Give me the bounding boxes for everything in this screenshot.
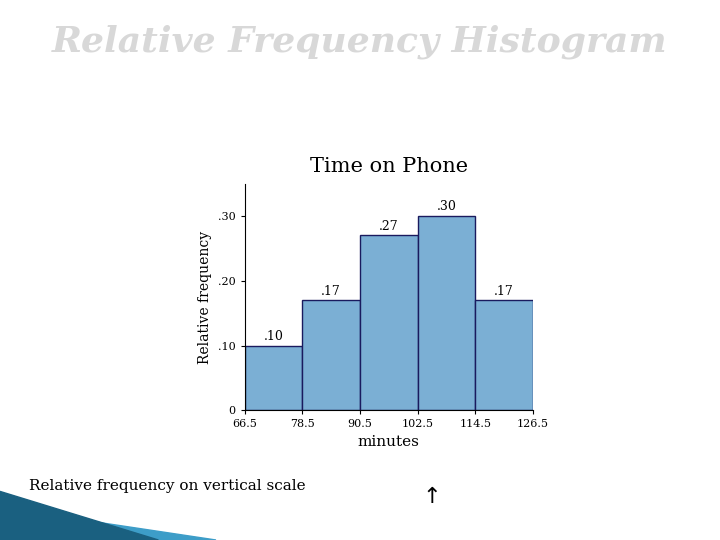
Title: Time on Phone: Time on Phone (310, 158, 468, 177)
Text: Relative Frequency Histogram: Relative Frequency Histogram (52, 24, 668, 59)
Text: .30: .30 (436, 200, 456, 213)
Bar (475, 300, 533, 410)
Text: ↑: ↑ (423, 487, 441, 507)
Bar (360, 235, 418, 410)
X-axis label: minutes: minutes (358, 435, 420, 449)
Bar (302, 300, 360, 410)
Text: .10: .10 (264, 330, 284, 343)
Bar (418, 216, 475, 410)
Text: .17: .17 (321, 285, 341, 298)
Text: .27: .27 (379, 220, 399, 233)
Text: .17: .17 (494, 285, 514, 298)
Text: Relative frequency on vertical scale: Relative frequency on vertical scale (29, 479, 305, 493)
Bar (245, 346, 302, 410)
Y-axis label: Relative frequency: Relative frequency (199, 231, 212, 363)
